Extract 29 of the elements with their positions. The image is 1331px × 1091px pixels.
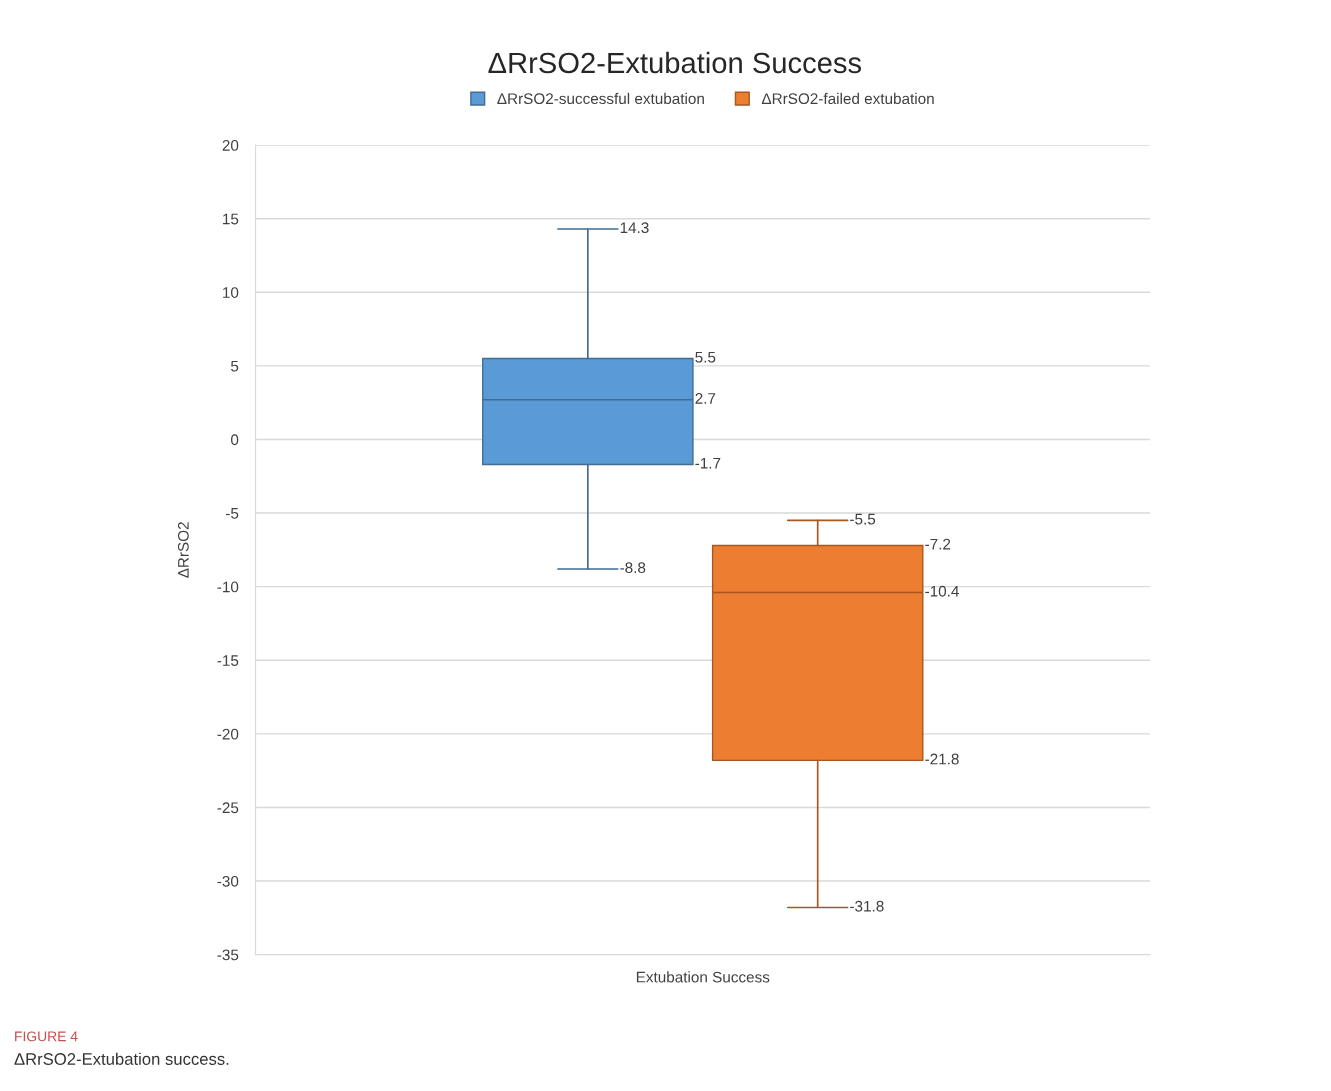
- y-tick-label: -25: [217, 802, 239, 814]
- text: -5.5: [850, 513, 876, 525]
- text: 14.3: [620, 222, 649, 234]
- text: -10.4: [925, 585, 959, 597]
- y-tick-label: 10: [223, 287, 239, 298]
- text: -31.8: [850, 900, 884, 912]
- y-tick-label: 15: [223, 213, 239, 225]
- text: -7.2: [925, 538, 951, 550]
- chart-title: ΔRrSO2-Extubation Success: [488, 51, 862, 74]
- y-tick-label: 0: [230, 434, 239, 446]
- y-tick-label: -5: [225, 508, 239, 519]
- y-tick-label: -15: [217, 655, 239, 666]
- text: -21.8: [925, 753, 959, 765]
- caption: FIGURE 4: [15, 1031, 78, 1042]
- text: ΔRrSO2-Extubation success.: [14, 1052, 229, 1065]
- y-tick-label: 20: [222, 139, 239, 151]
- text: -8.8: [620, 562, 646, 574]
- y-axis-title: ΔRrSO2: [177, 522, 189, 578]
- y-tick-label: 5: [231, 360, 239, 372]
- text: 5.5: [695, 351, 716, 363]
- legend-label: ΔRrSO2-failed extubation: [761, 92, 934, 105]
- y-tick-label: -20: [217, 728, 239, 740]
- text: 2.7: [695, 393, 716, 404]
- y-tick-label: -35: [217, 949, 239, 961]
- y-tick-label: -10: [217, 581, 239, 593]
- y-tick-label: -30: [217, 875, 239, 887]
- legend-label: ΔRrSO2-successful extubation: [497, 92, 704, 105]
- text: -1.7: [695, 457, 721, 469]
- x-tick-label: Extubation Success: [636, 971, 770, 983]
